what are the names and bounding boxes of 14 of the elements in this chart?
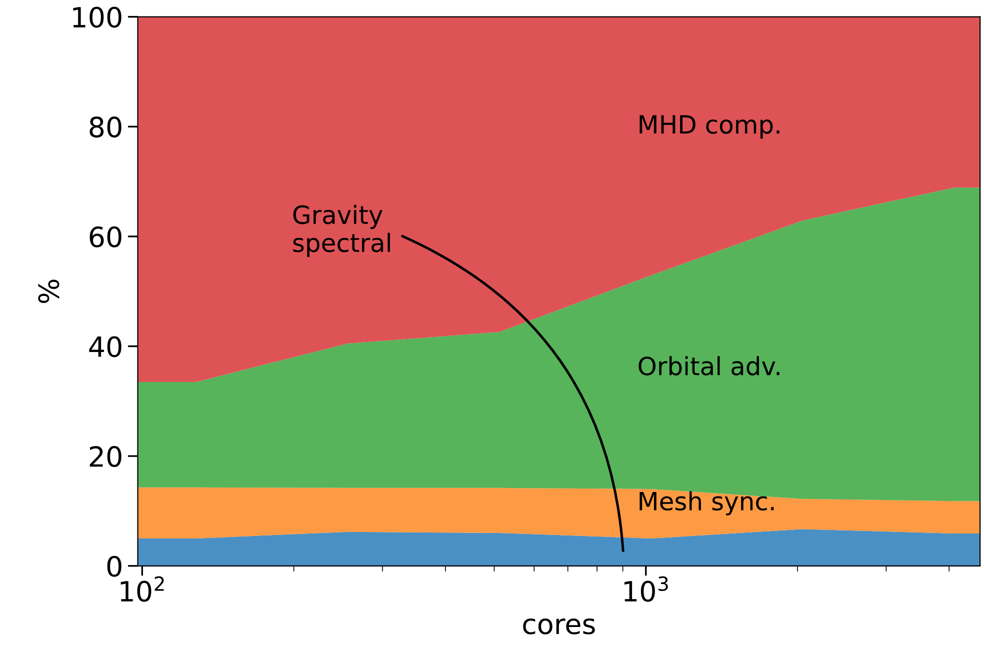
x-tick-label: 10$^{2}$ <box>120 576 164 602</box>
y-tick-label: 60 <box>90 226 122 248</box>
y-tick-label: 20 <box>90 446 122 468</box>
series-label: Mesh sync. <box>640 491 774 516</box>
y-tick-label: 80 <box>90 116 122 138</box>
x-axis-title: cores <box>523 618 595 634</box>
series-label: MHD comp. <box>640 115 780 139</box>
text: Gravity spectral <box>293 204 390 258</box>
y-tick-label: 0 <box>107 556 122 577</box>
x-tick-label: 10$^{3}$ <box>624 576 668 602</box>
series-label: Orbital adv. <box>638 356 780 376</box>
y-axis-title: % <box>38 280 60 304</box>
y-tick-label: 100 <box>73 6 122 28</box>
y-tick-label: 40 <box>89 336 122 358</box>
